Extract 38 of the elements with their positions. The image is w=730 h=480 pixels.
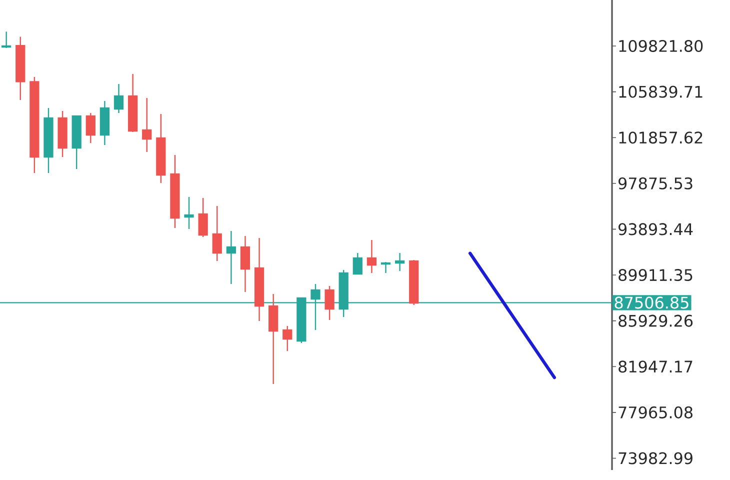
candlestick <box>380 261 391 274</box>
candlestick <box>72 115 82 170</box>
y-tick-label: 97875.53 <box>618 177 692 190</box>
candlestick <box>352 252 362 275</box>
candlestick <box>156 113 166 184</box>
y-tick-label: 81947.17 <box>618 360 692 373</box>
candlestick <box>366 239 377 274</box>
candlestick <box>184 196 194 230</box>
candlestick <box>114 83 124 114</box>
candlestick <box>100 100 110 146</box>
y-tick-label: 89911.35 <box>618 268 692 282</box>
candlestick <box>30 76 40 174</box>
candlestick <box>170 154 180 229</box>
candlestick <box>142 97 152 153</box>
candlestick <box>324 285 334 321</box>
candlestick <box>282 325 292 352</box>
candlestick <box>254 237 264 322</box>
y-tick-label: 77965.08 <box>618 406 692 418</box>
candlestick <box>58 110 68 158</box>
y-tick-label: 101857.62 <box>619 132 702 144</box>
ref-line-label: 87506.85 <box>614 296 688 309</box>
y-tick-label: 105839.71 <box>619 86 702 98</box>
y-tick-label: 109821.80 <box>619 40 703 52</box>
candlestick <box>394 252 405 272</box>
candlestick <box>16 36 26 101</box>
y-tick-label: 73982.99 <box>618 452 692 464</box>
y-tick-label: 93893.44 <box>618 223 693 236</box>
candlestick <box>2 31 12 49</box>
candlestick <box>212 205 222 262</box>
candlestick <box>198 197 208 238</box>
y-tick-label: 85929.26 <box>618 314 693 327</box>
candlestick <box>86 112 96 144</box>
candlestick <box>44 107 54 174</box>
candlestick <box>128 73 138 133</box>
candlestick <box>240 235 250 293</box>
candlestick <box>268 293 278 385</box>
candlestick <box>409 259 419 306</box>
candlestick <box>226 230 236 285</box>
